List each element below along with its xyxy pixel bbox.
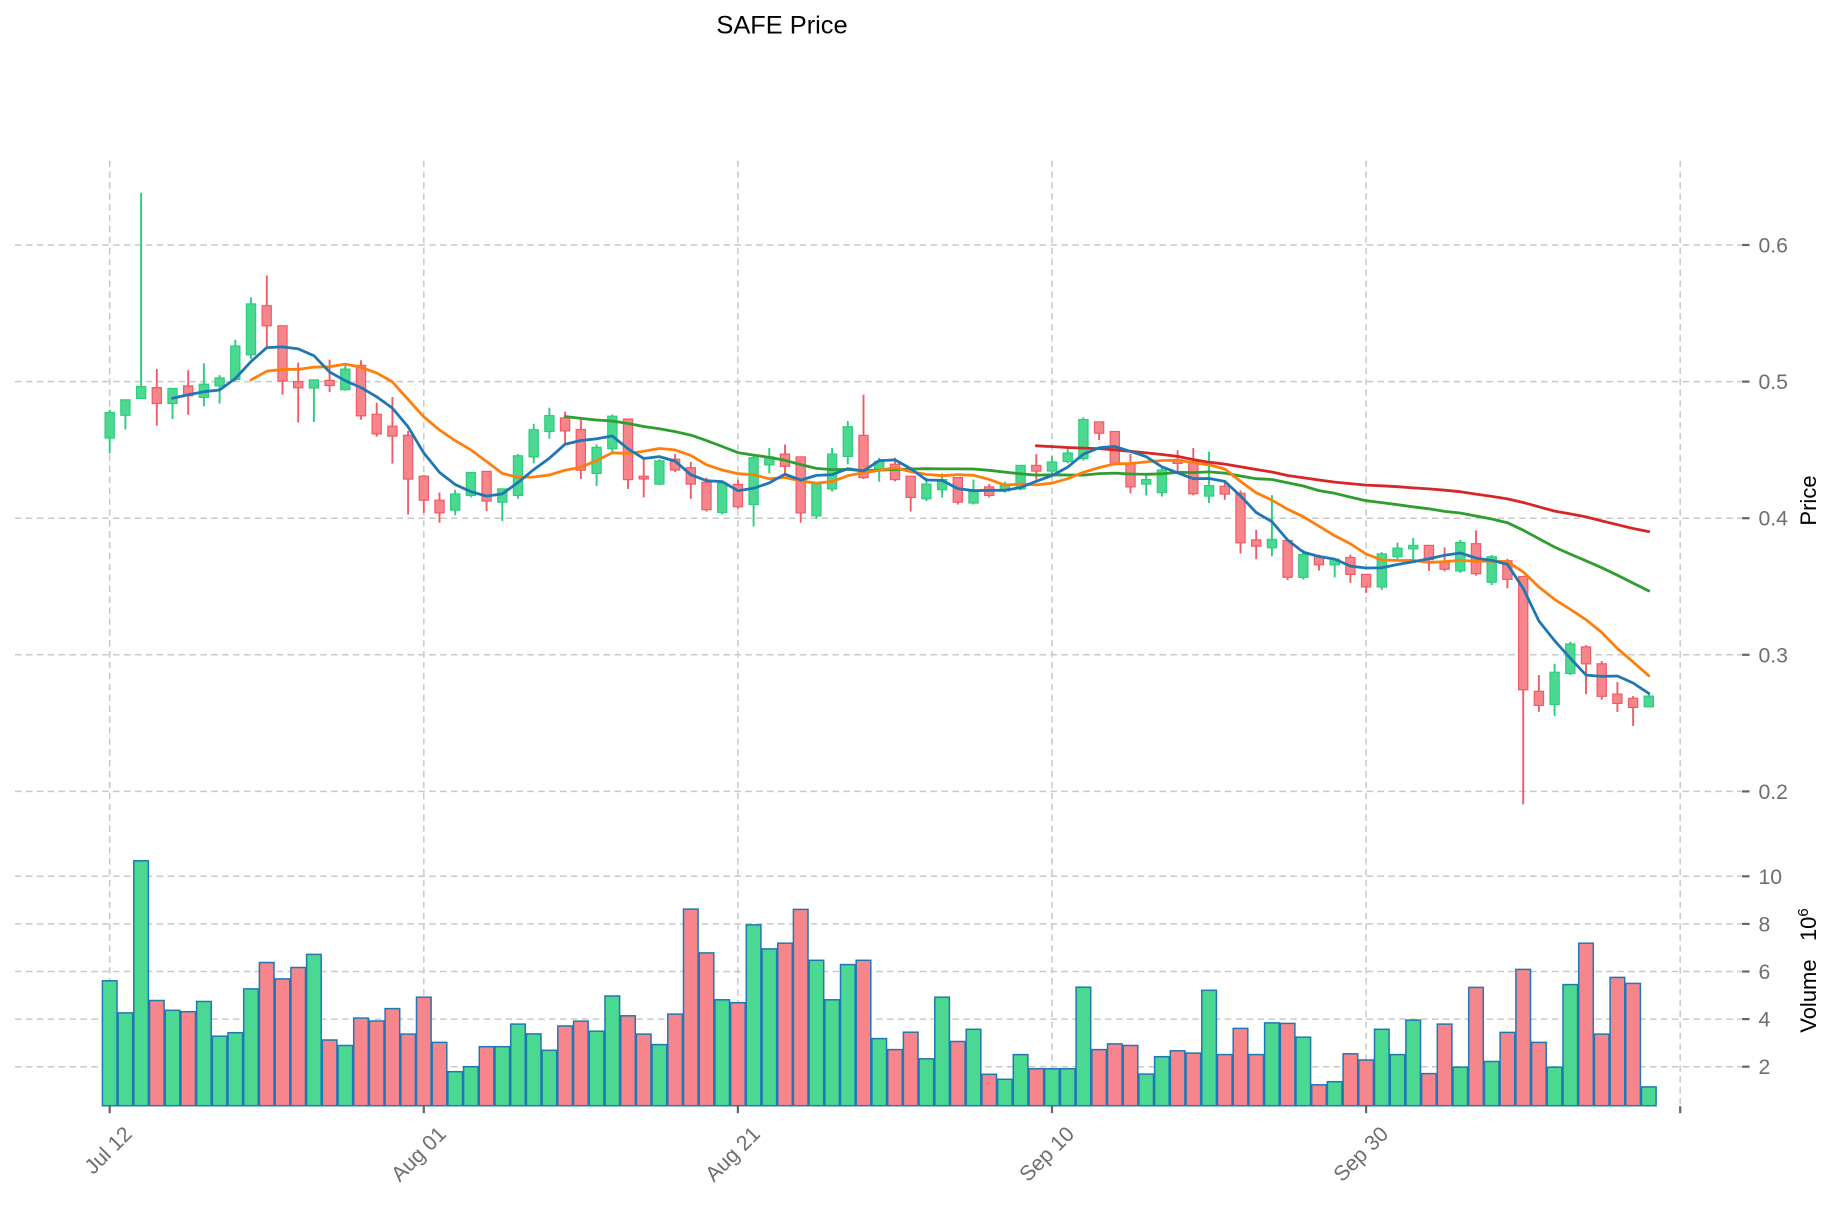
svg-text:0.4: 0.4 bbox=[1759, 508, 1789, 531]
svg-text:0.2: 0.2 bbox=[1759, 781, 1788, 804]
svg-text:Price: Price bbox=[1796, 475, 1821, 525]
svg-text:6: 6 bbox=[1759, 961, 1771, 984]
svg-text:Volume 106: Volume 106 bbox=[1795, 908, 1821, 1033]
svg-text:0.5: 0.5 bbox=[1759, 371, 1788, 394]
svg-text:10: 10 bbox=[1759, 866, 1783, 889]
svg-text:4: 4 bbox=[1759, 1009, 1771, 1032]
svg-text:8: 8 bbox=[1759, 913, 1771, 936]
svg-text:SAFE Price: SAFE Price bbox=[716, 12, 847, 40]
svg-text:2: 2 bbox=[1759, 1056, 1771, 1079]
svg-text:0.3: 0.3 bbox=[1759, 644, 1788, 667]
svg-text:0.6: 0.6 bbox=[1759, 235, 1788, 258]
